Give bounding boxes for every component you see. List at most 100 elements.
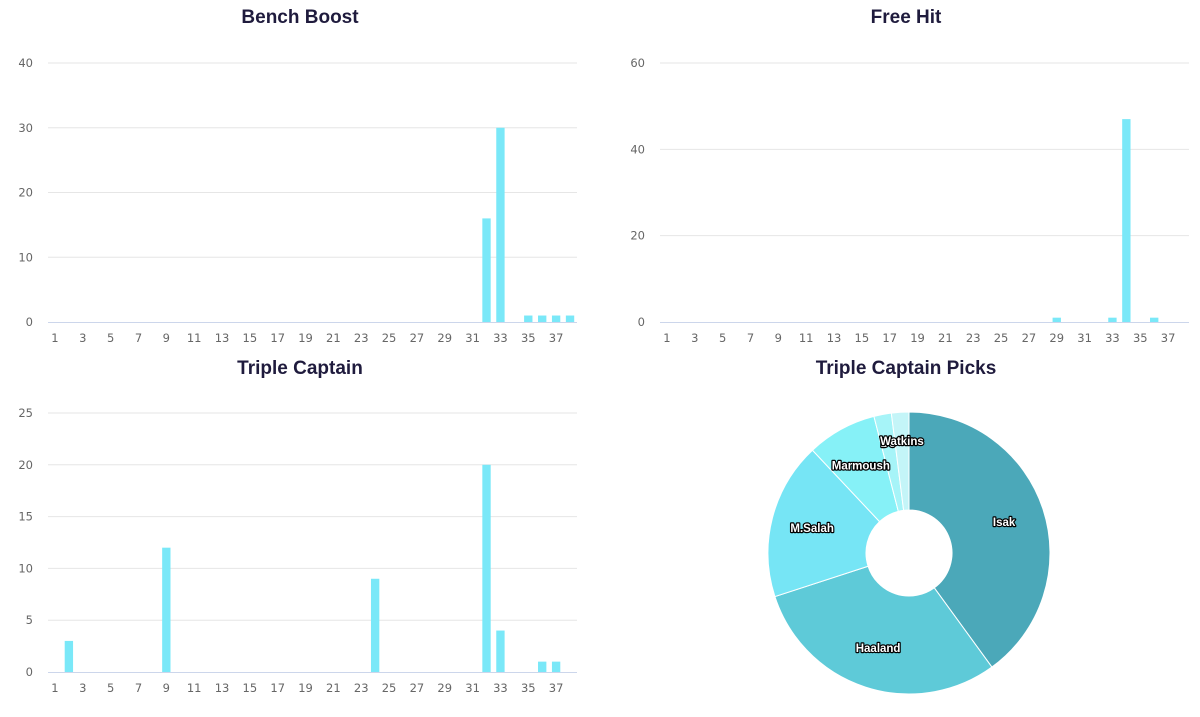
x-tick-label: 7 bbox=[135, 681, 142, 695]
x-tick-label: 17 bbox=[882, 331, 897, 345]
x-tick-label: 1 bbox=[51, 331, 58, 345]
x-tick-label: 35 bbox=[521, 331, 536, 345]
x-tick-label: 21 bbox=[326, 681, 341, 695]
x-tick-label: 31 bbox=[465, 681, 480, 695]
x-tick-label: 19 bbox=[910, 331, 925, 345]
x-tick-label: 25 bbox=[382, 681, 397, 695]
x-tick-label: 29 bbox=[1049, 331, 1064, 345]
x-tick-label: 15 bbox=[243, 681, 258, 695]
x-tick-label: 35 bbox=[521, 681, 536, 695]
x-tick-label: 5 bbox=[107, 681, 114, 695]
x-tick-label: 5 bbox=[107, 331, 114, 345]
x-tick-label: 5 bbox=[719, 331, 726, 345]
pie-slice bbox=[890, 411, 910, 511]
bar bbox=[496, 630, 505, 672]
chart-title: Triple Captain Picks bbox=[815, 358, 997, 379]
bar bbox=[64, 640, 74, 672]
x-tick-label: 23 bbox=[354, 681, 369, 695]
pie-slice-label: Isak bbox=[993, 517, 1016, 529]
x-tick-label: 3 bbox=[79, 681, 86, 695]
x-tick-label: 27 bbox=[1022, 331, 1037, 345]
pie-slice-label: Watkins bbox=[880, 436, 924, 448]
x-tick-label: 27 bbox=[410, 681, 425, 695]
x-tick-label: 3 bbox=[79, 331, 86, 345]
y-tick-label: 5 bbox=[26, 613, 33, 627]
bar bbox=[538, 661, 547, 672]
x-tick-label: 9 bbox=[163, 681, 170, 695]
pie-slice-label: Haaland bbox=[856, 643, 901, 655]
y-tick-label: 10 bbox=[18, 561, 33, 575]
pie-slice bbox=[774, 565, 993, 695]
x-tick-label: 7 bbox=[135, 331, 142, 345]
x-tick-label: 11 bbox=[799, 331, 814, 345]
x-tick-label: 13 bbox=[215, 681, 230, 695]
x-tick-label: 13 bbox=[215, 331, 230, 345]
bar bbox=[162, 547, 171, 672]
bar bbox=[1122, 119, 1131, 322]
x-tick-label: 23 bbox=[966, 331, 981, 345]
x-tick-label: 9 bbox=[163, 331, 170, 345]
x-tick-label: 13 bbox=[827, 331, 842, 345]
bar bbox=[1108, 317, 1117, 322]
x-tick-label: 37 bbox=[1161, 331, 1176, 345]
y-tick-label: 10 bbox=[18, 250, 33, 264]
x-tick-label: 33 bbox=[493, 681, 508, 695]
x-tick-label: 31 bbox=[465, 331, 480, 345]
chart-title: Free Hit bbox=[870, 7, 942, 28]
y-tick-label: 25 bbox=[18, 406, 33, 420]
bar bbox=[496, 127, 505, 322]
pie-slice-label: De bbox=[881, 438, 896, 450]
x-tick-label: 33 bbox=[493, 331, 508, 345]
x-tick-label: 11 bbox=[187, 681, 202, 695]
x-tick-label: 37 bbox=[549, 331, 564, 345]
pie-slice bbox=[767, 449, 881, 598]
y-tick-label: 30 bbox=[18, 121, 33, 135]
y-tick-label: 40 bbox=[18, 56, 33, 70]
pie-slice bbox=[908, 411, 1051, 668]
bar bbox=[482, 464, 491, 672]
x-tick-label: 7 bbox=[747, 331, 754, 345]
x-tick-label: 27 bbox=[410, 331, 425, 345]
chart-title: Triple Captain bbox=[237, 358, 363, 379]
y-tick-label: 20 bbox=[18, 186, 33, 200]
triple-captain-chart: Triple Captain 0 5 10 15 20 25 1 3 5 7 9 11 13 15 17 19… bbox=[0, 351, 600, 717]
pie-slice-label: M.Salah bbox=[790, 523, 833, 535]
x-tick-label: 35 bbox=[1133, 331, 1148, 345]
x-tick-label: 19 bbox=[298, 331, 313, 345]
x-tick-label: 31 bbox=[1077, 331, 1092, 345]
x-tick-label: 29 bbox=[437, 331, 452, 345]
y-tick-label: 0 bbox=[26, 315, 33, 329]
bar bbox=[370, 578, 380, 672]
y-tick-label: 0 bbox=[26, 665, 33, 679]
bench-boost-chart: Bench Boost 0 10 20 30 40 1 3 5 7 9 11 13 15 17 19 21 23… bbox=[0, 0, 600, 360]
chart-title: Bench Boost bbox=[241, 7, 359, 28]
bar bbox=[482, 218, 491, 322]
x-tick-label: 11 bbox=[187, 331, 202, 345]
x-tick-label: 29 bbox=[437, 681, 452, 695]
x-tick-label: 15 bbox=[855, 331, 870, 345]
pie-slice-label: Marmoush bbox=[832, 460, 890, 472]
x-tick-label: 25 bbox=[994, 331, 1009, 345]
x-tick-label: 17 bbox=[270, 331, 285, 345]
triple-captain-picks-chart: Triple Captain Picks Isak Haaland M.Salah M… bbox=[612, 351, 1200, 717]
x-tick-label: 3 bbox=[691, 331, 698, 345]
bar bbox=[565, 315, 575, 322]
y-tick-label: 40 bbox=[630, 142, 645, 156]
x-tick-label: 25 bbox=[382, 331, 397, 345]
x-tick-label: 1 bbox=[51, 681, 58, 695]
x-tick-label: 23 bbox=[354, 331, 369, 345]
x-tick-label: 21 bbox=[938, 331, 953, 345]
y-tick-label: 15 bbox=[18, 510, 33, 524]
x-tick-label: 15 bbox=[243, 331, 258, 345]
bar bbox=[1052, 317, 1061, 322]
y-tick-label: 20 bbox=[630, 229, 645, 243]
bar bbox=[551, 661, 561, 672]
x-tick-label: 9 bbox=[775, 331, 782, 345]
bar bbox=[1150, 317, 1159, 322]
y-tick-label: 0 bbox=[638, 315, 645, 329]
bar bbox=[538, 315, 547, 322]
